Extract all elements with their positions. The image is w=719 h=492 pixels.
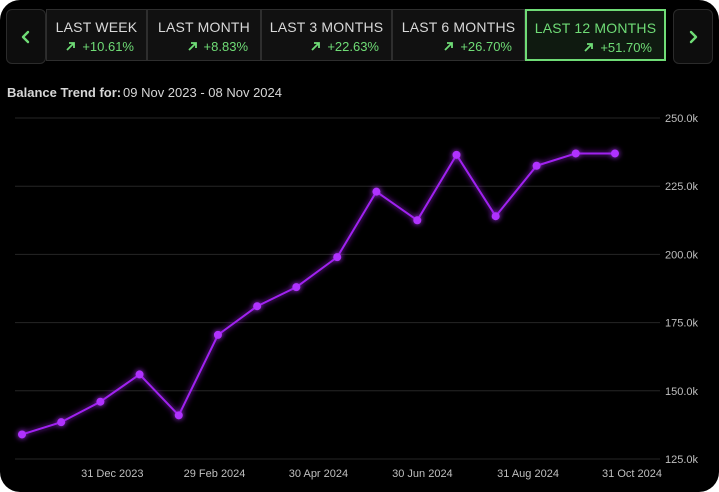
- data-point[interactable]: [413, 216, 422, 225]
- data-point[interactable]: [18, 430, 26, 439]
- data-point[interactable]: [452, 150, 461, 159]
- change-value: +26.70%: [443, 39, 512, 54]
- data-point[interactable]: [372, 187, 381, 196]
- change-value: +51.70%: [583, 40, 652, 55]
- change-value: +22.63%: [310, 39, 379, 54]
- arrow-up-right-icon: [444, 42, 454, 51]
- prev-period-button[interactable]: [6, 9, 46, 64]
- data-point[interactable]: [292, 283, 301, 292]
- balance-trend-range: 09 Nov 2023 - 08 Nov 2024: [123, 85, 282, 100]
- y-tick-label: 125.0k: [665, 454, 699, 466]
- y-tick-label: 225.0k: [665, 181, 699, 193]
- y-tick-label: 175.0k: [665, 318, 699, 330]
- next-period-button[interactable]: [673, 9, 713, 64]
- change-text: +8.83%: [203, 39, 248, 54]
- arrow-up-right-icon: [311, 42, 321, 51]
- x-tick-label: 30 Jun 2024: [392, 468, 453, 480]
- x-tick-label: 30 Apr 2024: [289, 468, 348, 480]
- tab-last-month[interactable]: LAST MONTH +8.83%: [147, 9, 261, 61]
- x-tick-label: 31 Oct 2024: [602, 468, 662, 480]
- y-tick-label: 200.0k: [665, 249, 699, 261]
- data-point[interactable]: [96, 397, 105, 406]
- tab-label: LAST 3 MONTHS: [269, 19, 384, 35]
- tab-label: LAST 6 MONTHS: [401, 19, 516, 35]
- x-tick-label: 31 Dec 2023: [81, 468, 143, 480]
- tab-last-week[interactable]: LAST WEEK +10.61%: [46, 9, 147, 61]
- y-tick-label: 250.0k: [665, 113, 699, 125]
- arrow-up-right-icon: [66, 42, 76, 51]
- balance-series-line: [21, 152, 615, 436]
- balance-trend-label: Balance Trend for:: [7, 85, 122, 100]
- arrow-up-right-icon: [187, 42, 197, 51]
- tab-last-6-months[interactable]: LAST 6 MONTHS +26.70%: [392, 9, 525, 61]
- tab-label: LAST MONTH: [158, 19, 250, 35]
- data-point[interactable]: [571, 149, 580, 158]
- change-value: +8.83%: [187, 39, 248, 54]
- data-point[interactable]: [610, 149, 619, 158]
- data-point[interactable]: [174, 411, 183, 420]
- data-point[interactable]: [333, 253, 342, 262]
- data-point[interactable]: [213, 330, 222, 339]
- tab-last-12-months[interactable]: LAST 12 MONTHS +51.70%: [525, 9, 666, 61]
- tab-last-3-months[interactable]: LAST 3 MONTHS +22.63%: [261, 9, 392, 61]
- tab-label: LAST WEEK: [55, 19, 138, 35]
- change-value: +10.61%: [65, 39, 134, 54]
- data-point[interactable]: [57, 418, 66, 427]
- data-point[interactable]: [532, 161, 541, 170]
- tab-label: LAST 12 MONTHS: [534, 20, 657, 36]
- data-point[interactable]: [135, 370, 144, 379]
- chevron-left-icon: [21, 30, 30, 43]
- arrow-up-right-icon: [584, 43, 594, 52]
- balance-trend-chart: 250.0k 225.0k 200.0k 175.0k 150.0k 125.0k 31 …: [15, 113, 699, 480]
- x-tick-label: 29 Feb 2024: [184, 468, 246, 480]
- y-tick-label: 150.0k: [665, 386, 699, 398]
- change-text: +10.61%: [82, 39, 134, 54]
- change-text: +26.70%: [460, 39, 512, 54]
- change-text: +22.63%: [327, 39, 379, 54]
- x-tick-label: 31 Aug 2024: [497, 468, 559, 480]
- chevron-right-icon: [689, 30, 698, 43]
- data-point[interactable]: [253, 302, 262, 311]
- change-text: +51.70%: [600, 40, 652, 55]
- data-point[interactable]: [491, 212, 500, 221]
